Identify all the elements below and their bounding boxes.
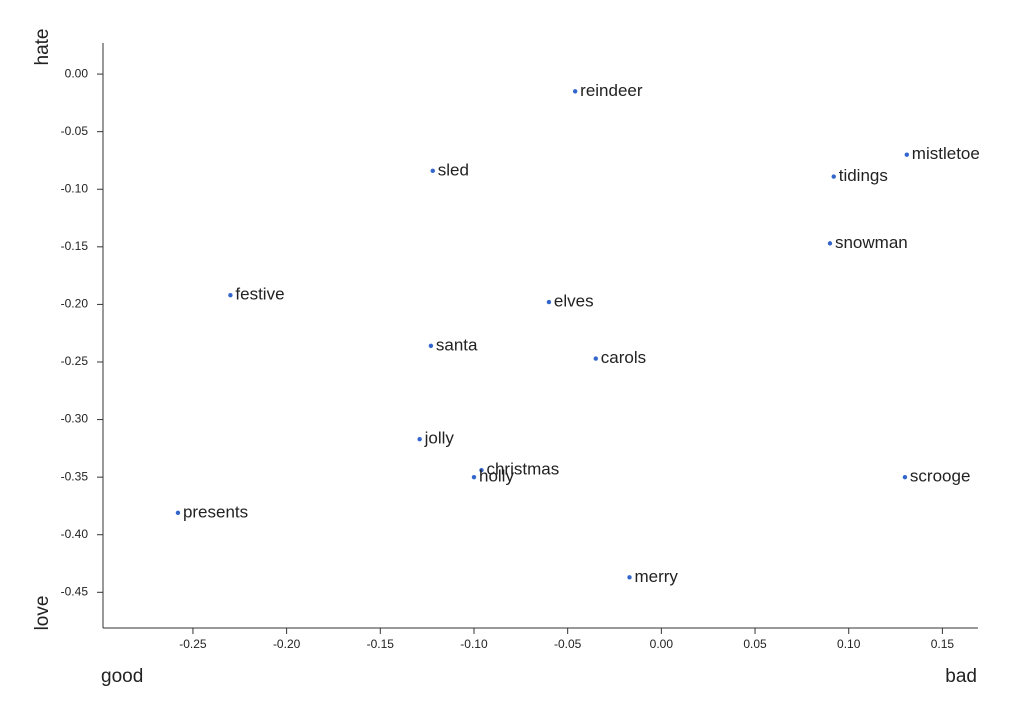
point-label: merry (634, 567, 678, 586)
x-tick-label: 0.00 (650, 637, 674, 651)
point-label: sled (438, 160, 469, 179)
point (572, 89, 578, 94)
point-label: reindeer (580, 81, 643, 100)
point-label: festive (235, 285, 284, 304)
point (831, 174, 836, 179)
x-axis-label-left: good (101, 666, 143, 687)
point (827, 241, 833, 246)
y-tick-label: -0.25 (61, 354, 89, 368)
point-label: carols (601, 348, 646, 367)
point-label: elves (554, 292, 594, 311)
y-axis-label-top: hate (32, 29, 53, 66)
y-tick-label: -0.30 (61, 412, 89, 426)
point (627, 575, 632, 580)
point-label: santa (436, 335, 478, 354)
point (902, 474, 908, 480)
y-tick-label: -0.45 (61, 584, 89, 598)
x-tick-label: 0.15 (931, 637, 955, 651)
y-tick-label: -0.10 (61, 181, 89, 195)
x-tick-label: -0.25 (179, 637, 207, 651)
point (430, 168, 435, 174)
point (904, 152, 910, 157)
y-tick-label: -0.15 (61, 239, 89, 253)
x-tick-label: -0.15 (367, 637, 395, 651)
x-tick-label: -0.20 (273, 637, 301, 651)
x-axis-label-right: bad (945, 666, 977, 687)
point-label: holly (479, 467, 514, 486)
y-axis-label-bottom: love (32, 596, 53, 631)
point-label: tidings (839, 166, 888, 185)
y-tick-label: 0.00 (65, 66, 89, 80)
point (593, 356, 598, 361)
y-tick-label: -0.05 (61, 124, 89, 138)
y-tick-label: -0.35 (61, 469, 89, 483)
point-label: snowman (835, 233, 908, 252)
point (546, 299, 552, 305)
point (428, 343, 434, 349)
y-tick-label: -0.40 (61, 527, 89, 541)
x-tick-label: 0.05 (743, 637, 767, 651)
point (479, 468, 484, 473)
point-label: mistletoe (912, 144, 980, 163)
point (471, 474, 477, 480)
point (175, 510, 181, 516)
x-tick-label: -0.05 (554, 637, 582, 651)
point-label: presents (183, 502, 248, 521)
x-tick-label: 0.10 (837, 637, 861, 651)
point (228, 292, 233, 298)
point-label: jolly (424, 429, 455, 448)
point-label: christmas (486, 460, 559, 479)
point (417, 436, 422, 442)
point-label: scrooge (910, 467, 970, 486)
x-tick-label: -0.10 (460, 637, 488, 651)
y-tick-label: -0.20 (61, 297, 89, 311)
